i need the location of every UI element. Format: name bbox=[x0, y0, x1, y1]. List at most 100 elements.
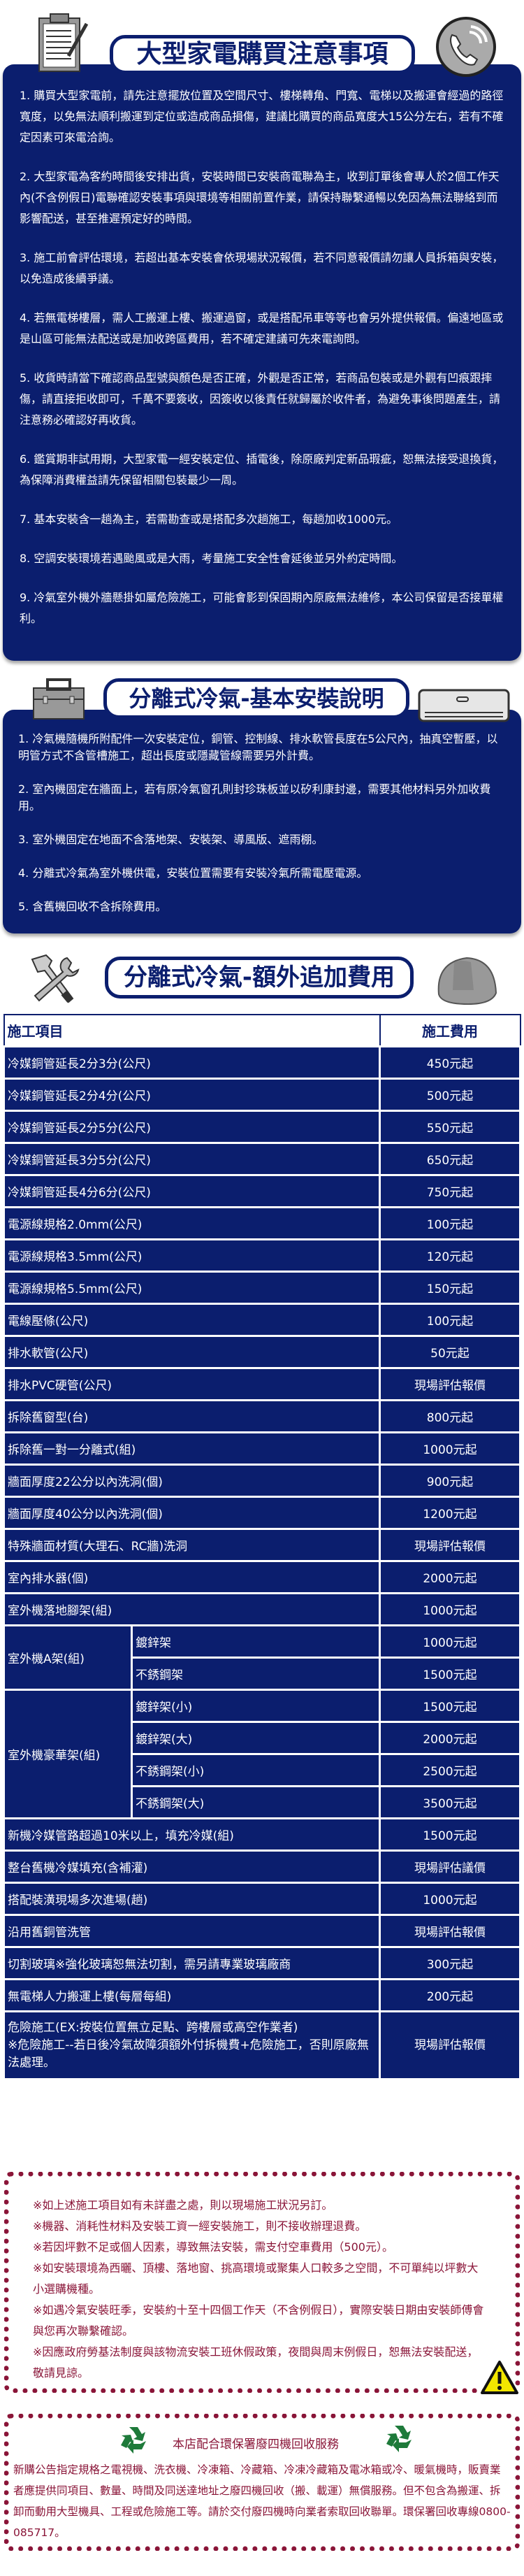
table-row: 牆面厚度40公分以內洗洞(個) 1200元起 bbox=[3, 1496, 521, 1530]
row-fee: 現場評估報價 bbox=[379, 2010, 521, 2080]
row-item: 冷媒銅管延長2分4分(公尺) bbox=[3, 1078, 381, 1112]
recycle-icon bbox=[121, 2427, 146, 2454]
table-row: 不銹鋼架(小) 2500元起 bbox=[4, 1753, 521, 1787]
row-fee: 550元起 bbox=[379, 1110, 521, 1144]
row-item: 不銹鋼架 bbox=[131, 1656, 381, 1691]
note-line: ※如上述施工項目如有未詳盡之處，則以現場施工狀況另訂。 bbox=[33, 2198, 333, 2212]
table-row: 牆面厚度22公分以內洗洞(個) 900元起 bbox=[3, 1464, 521, 1498]
row-item: 整台舊機冷媒填充(含補灌) bbox=[3, 1849, 381, 1884]
row-item: 鍍鋅架(小) bbox=[131, 1689, 381, 1723]
row-fee: 1500元起 bbox=[379, 1817, 521, 1852]
row-fee: 200元起 bbox=[379, 1978, 521, 2012]
table-header-row: 施工項目 施工費用 bbox=[3, 1014, 521, 1047]
row-item: 冷媒銅管延長2分3分(公尺) bbox=[3, 1045, 381, 1080]
row-item: 搭配裝潢現場多次進場(趟) bbox=[3, 1882, 381, 1916]
row-fee: 50元起 bbox=[379, 1335, 521, 1369]
row-item: 排水PVC硬管(公尺) bbox=[3, 1367, 381, 1401]
row-fee: 650元起 bbox=[379, 1142, 521, 1176]
row-item: 冷媒銅管延長4分6分(公尺) bbox=[3, 1174, 381, 1208]
row-fee: 300元起 bbox=[379, 1946, 521, 1980]
row-fee: 900元起 bbox=[379, 1464, 521, 1498]
table-row: 不銹鋼架(大) 3500元起 bbox=[4, 1785, 521, 1819]
warning-icon bbox=[481, 2361, 518, 2394]
row-fee: 500元起 bbox=[379, 1078, 521, 1112]
row-item: 室內排水器(個) bbox=[3, 1560, 381, 1594]
notice-box: 1. 購買大型家電前，請先注意擺放位置及空間尺寸、樓梯轉角、門寬、電梯以及搬運會… bbox=[3, 64, 521, 661]
section-title-pill: 大型家電購買注意事項 bbox=[110, 35, 415, 74]
table-row: 冷媒銅管延長4分6分(公尺) 750元起 bbox=[3, 1174, 521, 1208]
row-item: 拆除舊窗型(台) bbox=[3, 1399, 381, 1433]
row-fee: 2000元起 bbox=[379, 1560, 521, 1594]
table-row: 電源線規格2.0mm(公尺) 100元起 bbox=[3, 1206, 521, 1240]
note-line: ※機器、消耗性材料及安裝工資一經安裝施工，則不接收辦理退費。 bbox=[33, 2219, 367, 2233]
table-row: 搭配裝潢現場多次進場(趟) 1000元起 bbox=[3, 1882, 521, 1916]
table-row: 不銹鋼架 1500元起 bbox=[4, 1656, 521, 1691]
table-row: 排水PVC硬管(公尺) 現場評估報價 bbox=[3, 1367, 521, 1401]
row-group-label: 室外機豪華架(組) bbox=[3, 1689, 133, 1819]
basic-install-item: 4. 分離式冷氣為室外機供電，安裝位置需要有安裝冷氣所需電壓電源。 bbox=[18, 866, 368, 880]
table-row: 危險施工(EX:按裝位置無立足點、跨樓層或高空作業者) ※危險施工--若日後冷氣… bbox=[3, 2010, 521, 2080]
basic-install-item: 3. 室外機固定在地面不含落地架、安裝架、導風版、遮雨棚。 bbox=[18, 833, 323, 846]
table-row: 冷媒銅管延長2分5分(公尺) 550元起 bbox=[3, 1110, 521, 1144]
header-item: 施工項目 bbox=[3, 1014, 381, 1047]
table-row: 電線壓條(公尺) 100元起 bbox=[3, 1303, 521, 1337]
row-item: 牆面厚度22公分以內洗洞(個) bbox=[3, 1464, 381, 1498]
table-row: 室外機落地腳架(組) 1000元起 bbox=[3, 1592, 521, 1626]
notice-item: 1. 購買大型家電前，請先注意擺放位置及空間尺寸、樓梯轉角、門寬、電梯以及搬運會… bbox=[20, 89, 504, 144]
table-row: 室外機A架(組) 鍍鋅架 1000元起 bbox=[3, 1624, 521, 1691]
notice-item: 9. 冷氣室外機外牆懸掛如屬危險施工，可能會影到保固期內原廠無法維修，本公司保留… bbox=[20, 591, 504, 625]
table-row: 電源線規格3.5mm(公尺) 120元起 bbox=[3, 1238, 521, 1273]
section-title-pill: 分離式冷氣-基本安裝說明 bbox=[103, 678, 409, 719]
table-row: 冷媒銅管延長3分5分(公尺) 650元起 bbox=[3, 1142, 521, 1176]
row-item: 冷媒銅管延長2分5分(公尺) bbox=[3, 1110, 381, 1144]
recycle-icon bbox=[386, 2426, 412, 2452]
table-row: 冷媒銅管延長2分3分(公尺) 450元起 bbox=[3, 1045, 521, 1080]
notice-list: 1. 購買大型家電前，請先注意擺放位置及空間尺寸、樓梯轉角、門寬、電梯以及搬運會… bbox=[20, 85, 509, 647]
table-row: 電源線規格5.5mm(公尺) 150元起 bbox=[3, 1271, 521, 1305]
toolbox-icon bbox=[33, 678, 85, 720]
row-fee: 1000元起 bbox=[379, 1624, 521, 1659]
row-item: 沿用舊銅管洗管 bbox=[3, 1914, 381, 1948]
tools-icon bbox=[31, 954, 80, 1003]
row-fee: 1500元起 bbox=[379, 1689, 521, 1723]
table-row: 冷媒銅管延長2分4分(公尺) 500元起 bbox=[3, 1078, 521, 1112]
recycle-text: 新購公告指定規格之電視機、洗衣機、冷凍箱、冷藏箱、冷凍冷藏箱及電冰箱或冷、暖氣機… bbox=[13, 2463, 511, 2539]
notice-item: 2. 大型家電為客約時間後安排出貨，安裝時間已安裝商電聯為主，收到訂單後會專人於… bbox=[20, 170, 500, 225]
table-row: 拆除舊一對一分離式(組) 1000元起 bbox=[3, 1431, 521, 1466]
phone-icon bbox=[436, 17, 496, 77]
row-item: 鍍鋅架(大) bbox=[131, 1721, 381, 1755]
air-conditioner-icon bbox=[418, 689, 510, 722]
notice-item: 8. 空調安裝環境若遇颱風或是大雨，考量施工安全性會延後並另外約定時間。 bbox=[20, 552, 403, 565]
row-fee: 3500元起 bbox=[379, 1785, 521, 1819]
row-fee: 750元起 bbox=[379, 1174, 521, 1208]
row-fee: 現場評估報價 bbox=[379, 1914, 521, 1948]
row-item: 室外機落地腳架(組) bbox=[3, 1592, 381, 1626]
header-fee: 施工費用 bbox=[379, 1014, 521, 1047]
table-row: 鍍鋅架(大) 2000元起 bbox=[4, 1721, 521, 1755]
row-item: 排水軟管(公尺) bbox=[3, 1335, 381, 1369]
recycle-box: 本店配合環保署廢四機回收服務 新購公告指定規格之電視機、洗衣機、冷凍箱、冷藏箱、… bbox=[4, 2414, 520, 2551]
note-line: ※如遇冷氣安裝旺季，安裝約十至十四個工作天（不含例假日），實際安裝日期由安裝師傅… bbox=[33, 2303, 484, 2338]
row-fee: 100元起 bbox=[379, 1303, 521, 1337]
hard-hat-icon bbox=[437, 957, 497, 1006]
notice-item: 6. 鑑賞期非試用期，大型家電一經安裝定位、插電後，除原廠判定新品瑕疵，恕無法接… bbox=[20, 452, 504, 487]
note-line: ※因應政府勞基法制度與該物流安裝工班休假政策，夜間與周末例假日，恕無法安裝配送，… bbox=[33, 2345, 479, 2380]
notice-item: 4. 若無電梯樓層，需人工搬運上樓、搬運過窗，或是搭配吊車等等也會另外提供報價。… bbox=[20, 311, 504, 345]
row-item: 電源線規格2.0mm(公尺) bbox=[3, 1206, 381, 1240]
section-title: 分離式冷氣-基本安裝說明 bbox=[129, 685, 384, 712]
row-item: 特殊牆面材質(大理石、RC牆)洗洞 bbox=[3, 1528, 381, 1562]
row-item: 不銹鋼架(大) bbox=[131, 1785, 381, 1819]
row-fee: 2000元起 bbox=[379, 1721, 521, 1755]
row-item: 無電梯人力搬運上樓(每層每組) bbox=[3, 1978, 381, 2012]
notes-list: ※如上述施工項目如有未詳盡之處，則以現場施工狀況另訂。 ※機器、消耗性材料及安裝… bbox=[33, 2195, 487, 2384]
row-item: 拆除舊一對一分離式(組) bbox=[3, 1431, 381, 1466]
table-row: 沿用舊銅管洗管 現場評估報價 bbox=[3, 1914, 521, 1948]
row-fee: 1000元起 bbox=[379, 1882, 521, 1916]
row-item: 鍍鋅架 bbox=[131, 1624, 381, 1659]
notice-item: 7. 基本安裝含一趟為主，若需勘查或是搭配多次趟施工，每趟加收1000元。 bbox=[20, 513, 398, 526]
clipboard-icon bbox=[38, 13, 89, 72]
recycle-title: 本店配合環保署廢四機回收服務 bbox=[173, 2438, 339, 2452]
table-row: 室內排水器(個) 2000元起 bbox=[3, 1560, 521, 1594]
row-fee: 現場評估議價 bbox=[379, 1849, 521, 1884]
basic-install-item: 1. 冷氣機隨機所附配件一次安裝定位，銅管、控制線、排水軟管長度在5公尺內，抽真… bbox=[18, 732, 498, 762]
